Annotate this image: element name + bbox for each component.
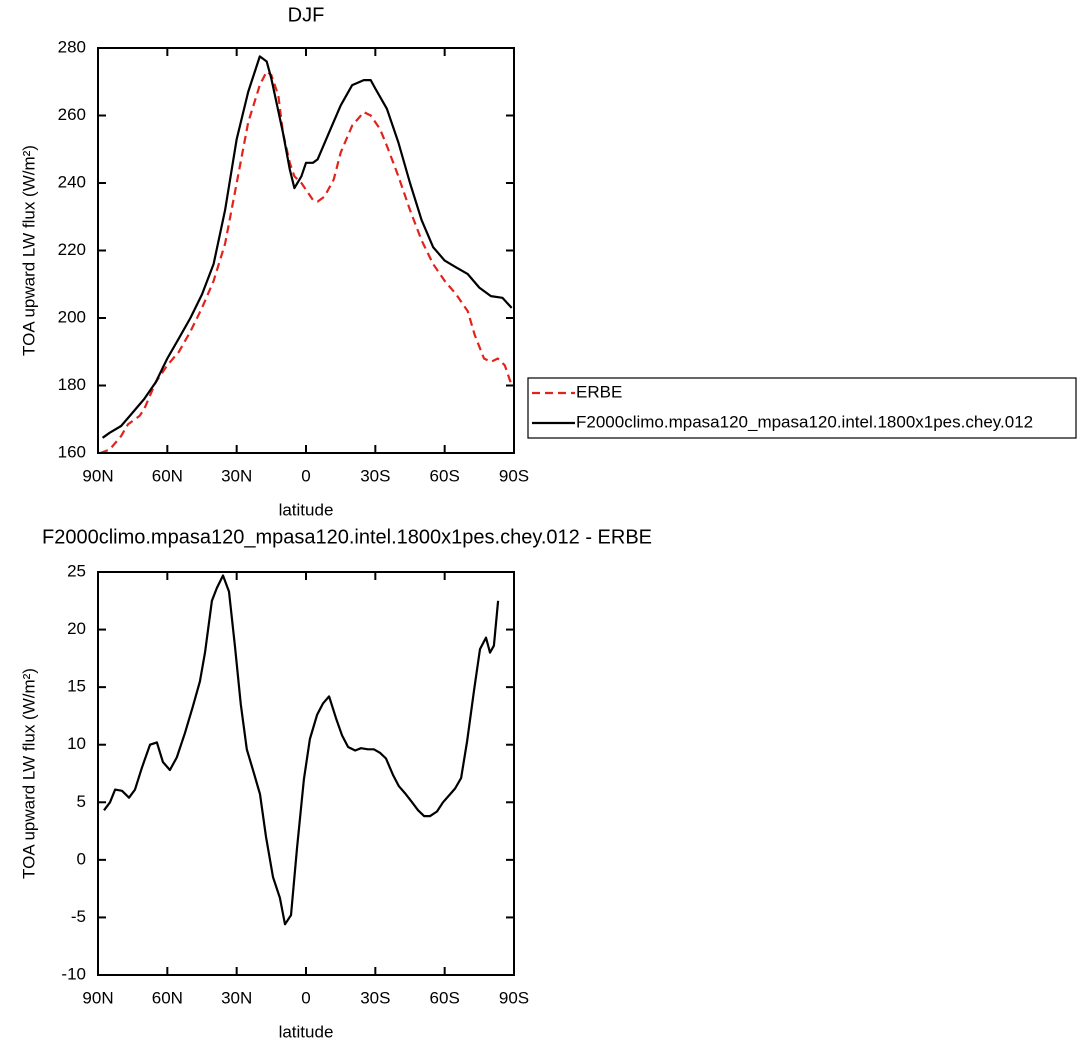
y-tick-label: 260 — [58, 105, 86, 124]
y-tick-label: 160 — [58, 442, 86, 461]
x-tick-label: 90S — [499, 988, 529, 1007]
x-axis-label: latitude — [279, 500, 334, 519]
x-tick-label: 0 — [301, 988, 310, 1007]
x-axis-label: latitude — [279, 1022, 334, 1041]
chart-title: DJF — [288, 4, 325, 26]
x-tick-label: 30N — [221, 988, 252, 1007]
y-tick-label: 0 — [77, 849, 86, 868]
x-tick-label: 90N — [82, 988, 113, 1007]
plot-frame — [97, 47, 515, 454]
y-tick-label: -10 — [61, 964, 86, 983]
x-tick-label: 30N — [221, 466, 252, 485]
x-tick-label: 60S — [430, 466, 460, 485]
series-line — [101, 55, 513, 439]
x-tick-label: 60S — [430, 988, 460, 1007]
legend-box — [527, 377, 1077, 439]
y-axis-label: TOA upward LW flux (W/m²) — [19, 145, 38, 356]
x-tick-label: 30S — [360, 988, 390, 1007]
y-tick-label: 20 — [67, 619, 86, 638]
chart-title: F2000climo.mpasa120_mpasa120.intel.1800x… — [42, 526, 652, 548]
series-line — [103, 574, 500, 926]
y-axis-label: TOA upward LW flux (W/m²) — [19, 668, 38, 879]
y-tick-label: 280 — [58, 37, 86, 56]
x-tick-label: 60N — [152, 988, 183, 1007]
x-tick-label: 0 — [301, 466, 310, 485]
y-tick-label: 25 — [67, 561, 86, 580]
y-tick-label: 200 — [58, 307, 86, 326]
x-tick-label: 90S — [499, 466, 529, 485]
y-tick-label: 220 — [58, 240, 86, 259]
x-tick-label: 60N — [152, 466, 183, 485]
x-tick-label: 30S — [360, 466, 390, 485]
y-tick-label: 5 — [77, 792, 86, 811]
y-tick-label: 180 — [58, 375, 86, 394]
legend-label: F2000climo.mpasa120_mpasa120.intel.1800x… — [576, 412, 1033, 431]
y-tick-label: 15 — [67, 677, 86, 696]
y-tick-label: -5 — [71, 907, 86, 926]
legend-label: ERBE — [576, 382, 622, 401]
y-tick-label: 240 — [58, 172, 86, 191]
plot-frame — [97, 571, 515, 976]
y-tick-label: 10 — [67, 734, 86, 753]
x-tick-label: 90N — [82, 466, 113, 485]
series-line — [99, 70, 513, 455]
